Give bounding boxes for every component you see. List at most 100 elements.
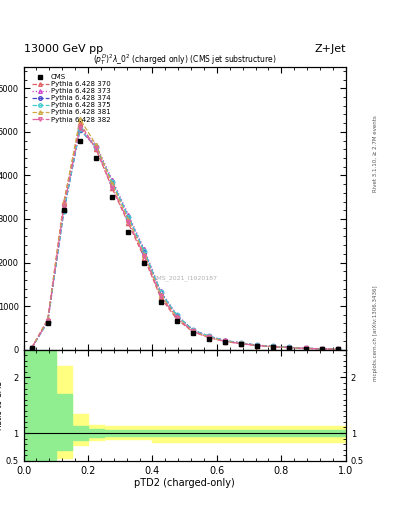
Pythia 6.428 374 <box>287 345 292 351</box>
Pythia 6.428 370 <box>320 346 324 352</box>
Pythia 6.428 373 <box>94 142 99 148</box>
Title: $(p_T^D)^2\lambda\_0^2$ (charged only) (CMS jet substructure): $(p_T^D)^2\lambda\_0^2$ (charged only) (… <box>93 52 277 67</box>
Pythia 6.428 370 <box>94 146 99 153</box>
Pythia 6.428 381 <box>303 345 308 351</box>
Pythia 6.428 373 <box>78 124 83 131</box>
Pythia 6.428 375 <box>271 344 276 350</box>
Pythia 6.428 374 <box>255 342 260 348</box>
Pythia 6.428 370 <box>126 220 131 226</box>
Pythia 6.428 374 <box>239 340 244 346</box>
Pythia 6.428 374 <box>94 144 99 150</box>
Pythia 6.428 373 <box>191 327 195 333</box>
Pythia 6.428 375 <box>320 346 324 352</box>
Pythia 6.428 381 <box>142 251 147 258</box>
Pythia 6.428 375 <box>207 333 211 339</box>
Line: Pythia 6.428 382: Pythia 6.428 382 <box>29 125 340 351</box>
CMS <box>62 207 66 214</box>
Line: Pythia 6.428 374: Pythia 6.428 374 <box>29 127 340 351</box>
Pythia 6.428 370 <box>336 346 340 352</box>
Pythia 6.428 374 <box>174 312 179 318</box>
CMS <box>191 330 195 336</box>
Pythia 6.428 382 <box>78 124 83 131</box>
Pythia 6.428 373 <box>174 312 179 318</box>
CMS <box>303 346 308 352</box>
Pythia 6.428 370 <box>255 343 260 349</box>
CMS <box>287 345 292 351</box>
CMS <box>336 346 340 352</box>
Pythia 6.428 370 <box>142 255 147 261</box>
Pythia 6.428 370 <box>158 294 163 301</box>
Pythia 6.428 375 <box>94 144 99 150</box>
Pythia 6.428 370 <box>78 120 83 126</box>
Pythia 6.428 370 <box>45 316 50 322</box>
Pythia 6.428 373 <box>62 207 66 214</box>
Pythia 6.428 382 <box>239 340 244 347</box>
Pythia 6.428 374 <box>191 327 195 333</box>
Pythia 6.428 370 <box>303 345 308 351</box>
Pythia 6.428 375 <box>191 327 195 333</box>
Pythia 6.428 382 <box>94 145 99 152</box>
Line: Pythia 6.428 370: Pythia 6.428 370 <box>29 121 340 351</box>
CMS <box>271 344 276 350</box>
Pythia 6.428 373 <box>158 288 163 294</box>
Pythia 6.428 382 <box>287 345 292 351</box>
Pythia 6.428 382 <box>222 338 227 345</box>
CMS <box>29 345 34 351</box>
Pythia 6.428 381 <box>320 346 324 352</box>
Y-axis label: Ratio to CMS: Ratio to CMS <box>0 380 4 430</box>
Text: mcplots.cern.ch [arXiv:1306.3436]: mcplots.cern.ch [arXiv:1306.3436] <box>373 285 378 380</box>
Pythia 6.428 382 <box>45 318 50 324</box>
Pythia 6.428 373 <box>255 342 260 348</box>
CMS <box>158 298 163 305</box>
CMS <box>174 318 179 325</box>
Pythia 6.428 381 <box>45 317 50 323</box>
Pythia 6.428 373 <box>303 345 308 351</box>
Pythia 6.428 375 <box>126 214 131 220</box>
CMS <box>222 339 227 345</box>
Pythia 6.428 374 <box>207 333 211 339</box>
Pythia 6.428 373 <box>222 337 227 344</box>
Pythia 6.428 381 <box>29 345 34 351</box>
Pythia 6.428 374 <box>222 337 227 344</box>
X-axis label: pTD2 (charged-only): pTD2 (charged-only) <box>134 478 235 488</box>
Pythia 6.428 374 <box>158 289 163 295</box>
Pythia 6.428 381 <box>239 340 244 347</box>
CMS <box>45 321 50 327</box>
CMS <box>320 346 324 352</box>
CMS <box>94 155 99 161</box>
Pythia 6.428 381 <box>207 334 211 340</box>
CMS <box>110 194 115 200</box>
Pythia 6.428 370 <box>110 185 115 191</box>
Pythia 6.428 382 <box>62 204 66 210</box>
Pythia 6.428 375 <box>45 318 50 325</box>
CMS <box>239 342 244 348</box>
Pythia 6.428 373 <box>336 346 340 352</box>
Pythia 6.428 370 <box>287 345 292 351</box>
Text: Rivet 3.1.10, ≥ 2.7M events: Rivet 3.1.10, ≥ 2.7M events <box>373 115 378 192</box>
Pythia 6.428 381 <box>287 345 292 351</box>
Pythia 6.428 382 <box>320 346 324 352</box>
Pythia 6.428 375 <box>287 345 292 351</box>
Pythia 6.428 370 <box>239 340 244 347</box>
Pythia 6.428 374 <box>45 318 50 325</box>
Pythia 6.428 370 <box>222 338 227 345</box>
Pythia 6.428 375 <box>142 248 147 254</box>
Pythia 6.428 373 <box>320 346 324 352</box>
Pythia 6.428 374 <box>62 208 66 214</box>
Pythia 6.428 382 <box>29 345 34 351</box>
CMS <box>78 138 83 144</box>
Line: CMS: CMS <box>29 139 340 351</box>
Pythia 6.428 382 <box>174 314 179 321</box>
Line: Pythia 6.428 375: Pythia 6.428 375 <box>29 127 340 351</box>
Pythia 6.428 375 <box>29 345 34 351</box>
Pythia 6.428 381 <box>336 346 340 352</box>
Pythia 6.428 373 <box>271 343 276 349</box>
Pythia 6.428 375 <box>336 346 340 352</box>
Pythia 6.428 375 <box>78 126 83 133</box>
Legend: CMS, Pythia 6.428 370, Pythia 6.428 373, Pythia 6.428 374, Pythia 6.428 375, Pyt: CMS, Pythia 6.428 370, Pythia 6.428 373,… <box>30 73 112 124</box>
Pythia 6.428 374 <box>126 214 131 220</box>
Pythia 6.428 374 <box>271 344 276 350</box>
Pythia 6.428 375 <box>62 208 66 214</box>
Pythia 6.428 373 <box>207 333 211 339</box>
Pythia 6.428 381 <box>126 217 131 223</box>
